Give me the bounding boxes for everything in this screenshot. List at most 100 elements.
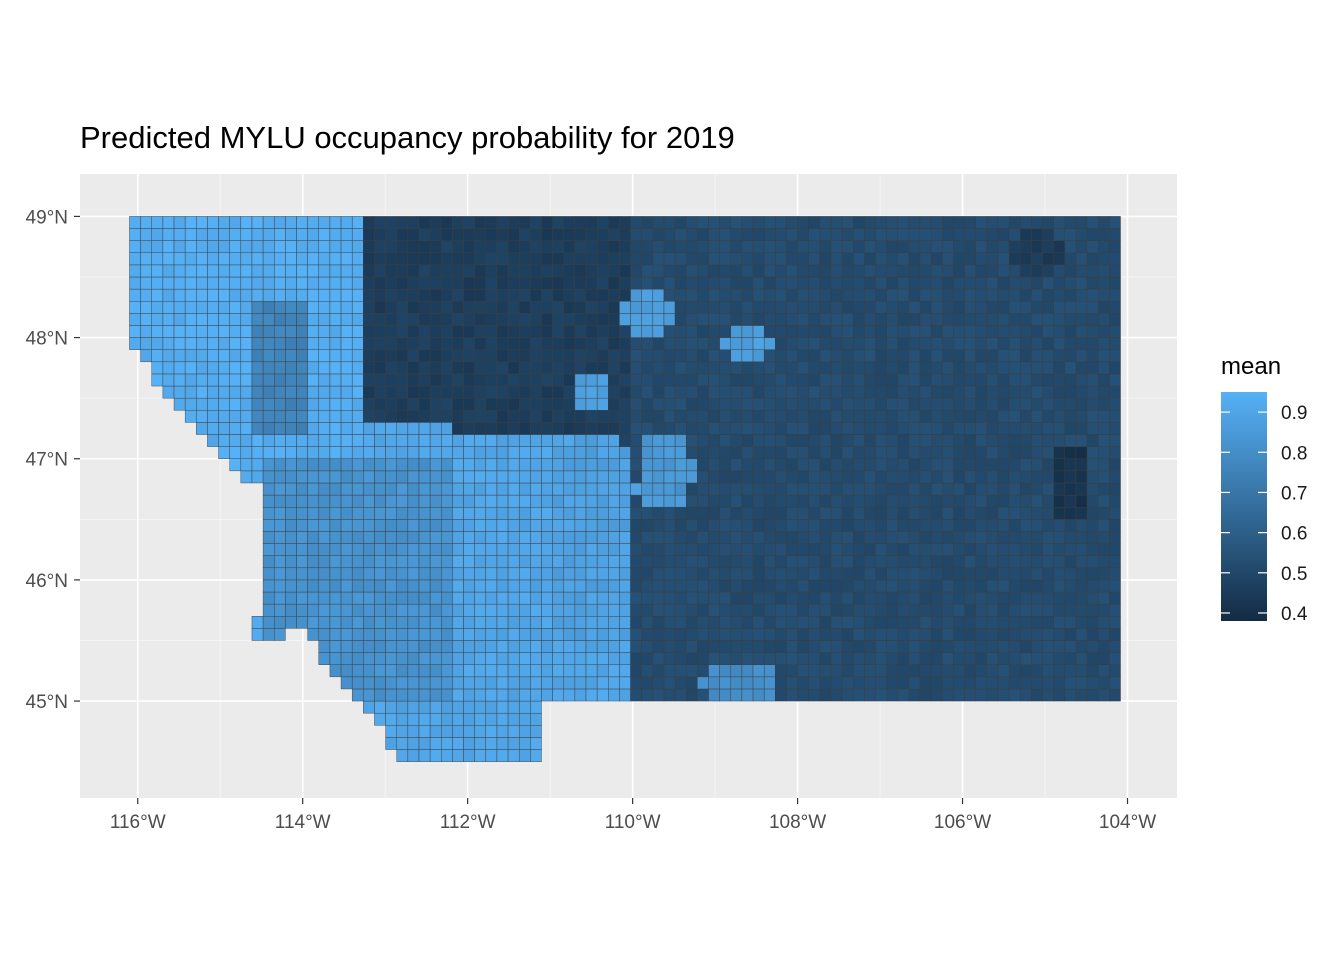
grid-cell	[474, 410, 487, 423]
grid-cell	[441, 482, 453, 496]
grid-cell	[997, 422, 1010, 435]
grid-cell	[552, 628, 564, 641]
grid-cell	[886, 434, 899, 447]
grid-cell	[875, 300, 887, 314]
grid-cell	[964, 688, 976, 702]
grid-cell	[452, 616, 464, 629]
grid-cell	[251, 240, 264, 253]
grid-cell	[485, 216, 498, 229]
grid-cell	[808, 652, 821, 665]
grid-cell	[1075, 240, 1088, 253]
grid-cell	[875, 616, 887, 629]
grid-cell	[919, 506, 932, 520]
grid-cell	[507, 325, 520, 338]
grid-cell	[318, 446, 331, 459]
grid-cell	[886, 603, 899, 617]
grid-cell	[886, 300, 899, 314]
grid-cell	[1064, 519, 1077, 532]
grid-cell	[608, 337, 620, 350]
grid-cell	[530, 640, 542, 653]
grid-cell	[563, 325, 576, 338]
grid-cell	[518, 276, 531, 290]
grid-cell	[496, 276, 509, 290]
grid-cell	[585, 252, 598, 266]
grid-cell	[1031, 264, 1043, 278]
grid-cell	[518, 543, 531, 556]
grid-cell	[452, 652, 464, 665]
grid-cell	[942, 591, 954, 605]
grid-cell	[1086, 385, 1099, 399]
grid-cell	[608, 434, 620, 447]
grid-cell	[719, 300, 731, 314]
grid-cell	[340, 276, 353, 290]
grid-cell	[463, 361, 475, 375]
grid-cell	[841, 361, 854, 375]
grid-cell	[930, 228, 943, 241]
grid-cell	[374, 422, 386, 435]
grid-cell	[875, 240, 887, 253]
grid-cell	[719, 410, 731, 423]
grid-cell	[741, 616, 754, 629]
grid-cell	[396, 216, 409, 229]
grid-cell	[429, 616, 442, 629]
grid-cell	[596, 325, 609, 338]
grid-cell	[875, 373, 887, 387]
grid-cell	[351, 579, 364, 593]
grid-cell	[396, 652, 409, 665]
grid-cell	[830, 252, 843, 266]
grid-cell	[1086, 361, 1099, 375]
grid-cell	[697, 216, 709, 229]
grid-cell	[285, 446, 297, 459]
grid-cell	[663, 506, 676, 520]
grid-cell	[730, 676, 743, 690]
grid-cell	[719, 482, 731, 496]
grid-cell	[741, 337, 754, 350]
grid-cell	[853, 276, 865, 290]
grid-cell	[374, 567, 386, 581]
grid-cell	[775, 664, 787, 678]
grid-cell	[797, 458, 809, 472]
grid-cell	[340, 543, 353, 556]
grid-cell	[830, 264, 843, 278]
grid-cell	[775, 397, 787, 411]
grid-cell	[686, 555, 698, 569]
grid-cell	[441, 337, 453, 350]
grid-cell	[1008, 349, 1021, 363]
legend-tick-label: 0.7	[1281, 483, 1307, 504]
grid-cell	[374, 458, 386, 472]
grid-cell	[663, 531, 676, 544]
grid-cell	[875, 579, 887, 593]
grid-cell	[351, 264, 364, 278]
grid-cell	[385, 422, 397, 435]
grid-cell	[541, 276, 553, 290]
grid-cell	[518, 337, 531, 350]
grid-cell	[1042, 640, 1054, 653]
grid-cell	[485, 664, 498, 678]
grid-cell	[474, 349, 487, 363]
grid-cell	[385, 676, 397, 690]
grid-cell	[1020, 616, 1032, 629]
grid-cell	[251, 313, 264, 326]
grid-cell	[407, 470, 420, 484]
grid-cell	[897, 506, 910, 520]
grid-cell	[608, 288, 620, 302]
grid-cell	[930, 300, 943, 314]
grid-cell	[1008, 676, 1021, 690]
grid-cell	[596, 228, 609, 241]
grid-cell	[229, 252, 242, 266]
grid-cell	[441, 228, 453, 241]
grid-cell	[340, 325, 353, 338]
grid-cell	[318, 337, 331, 350]
grid-cell	[518, 640, 531, 653]
grid-cell	[452, 640, 464, 653]
grid-cell	[363, 252, 375, 266]
grid-cell	[229, 264, 242, 278]
grid-cell	[240, 397, 253, 411]
grid-cell	[808, 494, 821, 508]
grid-cell	[1042, 397, 1054, 411]
grid-cell	[351, 397, 364, 411]
grid-cell	[1031, 688, 1043, 702]
grid-cell	[1031, 373, 1043, 387]
grid-cell	[886, 640, 899, 653]
